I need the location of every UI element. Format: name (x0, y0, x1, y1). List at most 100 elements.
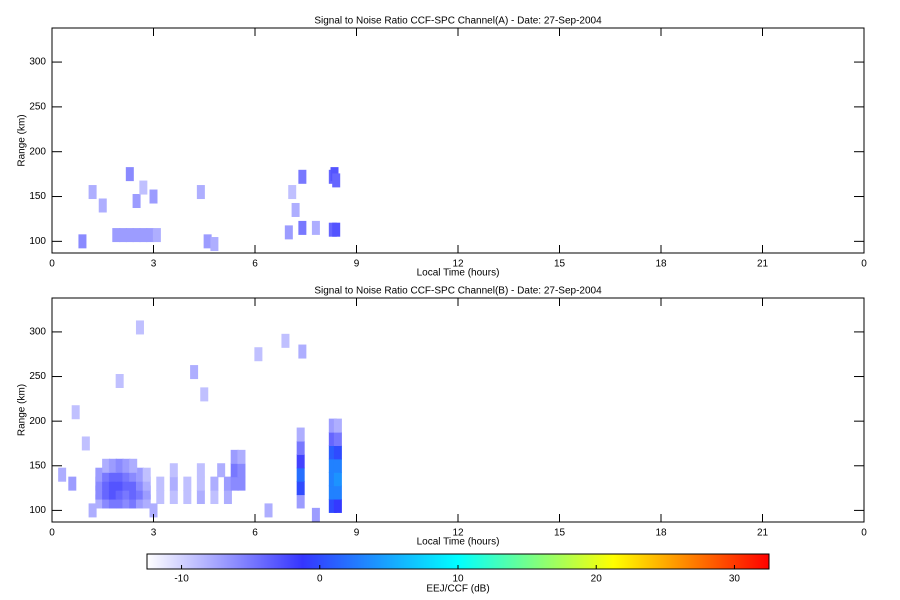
cell (102, 476, 111, 491)
cell (102, 485, 111, 500)
x-tick-label: 0 (49, 528, 55, 539)
colorbar-tick-label: 30 (729, 574, 741, 585)
colorbar-tick-label: 10 (452, 574, 464, 585)
cell (223, 476, 232, 491)
y-tick-label: 150 (29, 460, 46, 471)
y-tick-label: 100 (29, 505, 46, 516)
x-tick-label: 18 (655, 528, 667, 539)
x-tick-label: 9 (354, 528, 360, 539)
cell (296, 494, 305, 509)
y-tick-label: 300 (29, 327, 46, 338)
x-axis-label: Local Time (hours) (417, 268, 500, 279)
cell (156, 476, 165, 491)
cell (88, 185, 97, 200)
cell (98, 198, 107, 213)
colorbar-label: EEJ/CCF (dB) (426, 584, 489, 595)
cell (203, 234, 212, 249)
cell (200, 387, 209, 402)
cell (333, 485, 342, 500)
x-tick-label: 0 (861, 528, 867, 539)
cell (296, 467, 305, 482)
cell (230, 476, 239, 491)
cell (58, 467, 67, 482)
y-axis-label: Range (km) (17, 384, 28, 436)
x-tick-label: 21 (757, 259, 769, 270)
cell (119, 228, 128, 243)
cell (196, 463, 205, 478)
cell (333, 445, 342, 460)
cell (284, 225, 293, 240)
cell (132, 194, 141, 209)
cell (332, 222, 341, 237)
x-tick-label: 3 (151, 259, 157, 270)
cell (95, 494, 104, 509)
cell (298, 169, 307, 184)
cell (115, 485, 124, 500)
cell (129, 467, 138, 482)
cell (288, 185, 297, 200)
cell (95, 476, 104, 491)
cell (149, 189, 158, 204)
cell (333, 498, 342, 513)
cell (332, 173, 341, 188)
cell (328, 445, 337, 460)
cell (296, 427, 305, 442)
plot-frame (51, 27, 865, 254)
cell (115, 494, 124, 509)
chart-title: Signal to Noise Ratio CCF-SPC Channel(A)… (314, 16, 602, 27)
cell (108, 494, 117, 509)
x-tick-label: 12 (452, 259, 464, 270)
cell (291, 202, 300, 217)
cell (115, 458, 124, 473)
x-tick-label: 15 (554, 259, 566, 270)
cell (95, 485, 104, 500)
cell (328, 498, 337, 513)
cell (122, 467, 131, 482)
cell (156, 490, 165, 505)
cell (108, 476, 117, 491)
cell (139, 228, 148, 243)
cell (196, 476, 205, 491)
cell (108, 467, 117, 482)
cell (108, 458, 117, 473)
cell (311, 507, 320, 522)
x-axis-label: Local Time (hours) (417, 537, 500, 548)
cell (129, 485, 138, 500)
x-tick-label: 12 (452, 528, 464, 539)
cell (68, 476, 77, 491)
cell (122, 485, 131, 500)
colorbar-tick-label: 0 (317, 574, 323, 585)
y-tick-label: 100 (29, 236, 46, 247)
x-tick-label: 6 (252, 259, 258, 270)
cell (328, 418, 337, 433)
cell (102, 467, 111, 482)
cell (152, 228, 161, 243)
cell (210, 490, 219, 505)
cell (125, 167, 134, 182)
cell (135, 476, 144, 491)
cell (129, 494, 138, 509)
cell (333, 432, 342, 447)
cell (210, 237, 219, 252)
cell (298, 344, 307, 359)
cell (132, 228, 141, 243)
y-tick-label: 200 (29, 416, 46, 427)
cell (108, 485, 117, 500)
cell (102, 458, 111, 473)
cell (122, 494, 131, 509)
cell (264, 503, 273, 518)
cell (296, 440, 305, 455)
cell (223, 490, 232, 505)
x-tick-label: 15 (554, 528, 566, 539)
cell (142, 494, 151, 509)
cell (122, 476, 131, 491)
cell (190, 365, 199, 380)
cell (237, 449, 246, 464)
cell (296, 481, 305, 496)
cell (78, 234, 87, 249)
cell (135, 494, 144, 509)
cell (169, 463, 178, 478)
cell (115, 467, 124, 482)
cell (142, 476, 151, 491)
